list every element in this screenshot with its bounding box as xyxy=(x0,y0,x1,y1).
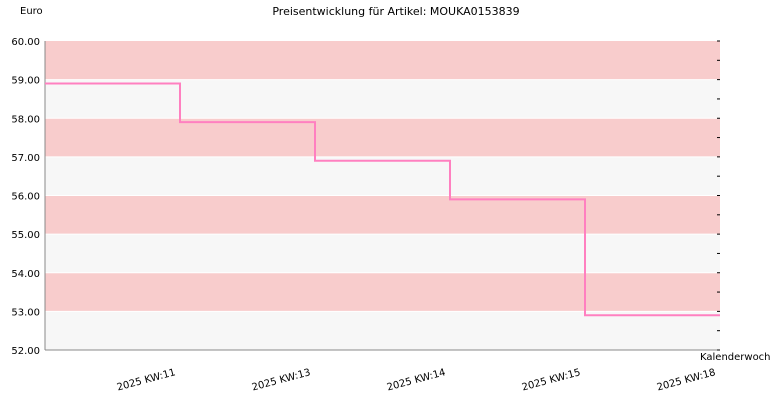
y-tick-label: 60.00 xyxy=(11,37,40,48)
grid-band xyxy=(45,195,720,235)
grid-band xyxy=(45,118,720,157)
y-tick-label: 52.00 xyxy=(11,346,40,357)
y-tick-label: 53.00 xyxy=(11,307,40,318)
x-tick-label: 2025 KW:13 xyxy=(251,367,312,393)
x-tick-label: 2025 KW:14 xyxy=(386,367,447,393)
x-tick-label: 2025 KW:11 xyxy=(116,367,177,393)
y-tick-label: 56.00 xyxy=(11,192,40,203)
x-tick-label: 2025 KW:18 xyxy=(656,367,717,393)
y-tick-labels: 52.00 53.00 54.00 55.00 56.00 57.00 58.00 59.00… xyxy=(11,37,40,357)
grid-band xyxy=(45,41,720,80)
x-tick-labels: 2025 KW:11 2025 KW:13 2025 KW:14 2025 KW:15… xyxy=(116,367,717,393)
grid-band xyxy=(45,311,720,350)
series-line xyxy=(45,82,720,317)
x-tick-label: 2025 KW:15 xyxy=(521,367,582,393)
y-tick-label: 58.00 xyxy=(11,114,40,125)
plot-bands xyxy=(45,41,720,350)
y-tick-label: 57.00 xyxy=(11,153,40,164)
x-axis-label: Kalenderwoche xyxy=(700,352,770,363)
chart-title: Preisentwicklung für Artikel: MOUKA01538… xyxy=(272,5,519,18)
y-tick-label: 54.00 xyxy=(11,269,40,280)
grid-band xyxy=(45,156,720,196)
y-tick-label: 55.00 xyxy=(11,230,40,241)
y-axis-label: Euro xyxy=(20,6,43,17)
series-group xyxy=(45,82,720,317)
grid-band xyxy=(45,234,720,273)
grid-band xyxy=(45,272,720,312)
y-tick-label: 59.00 xyxy=(11,76,40,87)
grid-band xyxy=(45,79,720,119)
axes xyxy=(44,40,720,351)
